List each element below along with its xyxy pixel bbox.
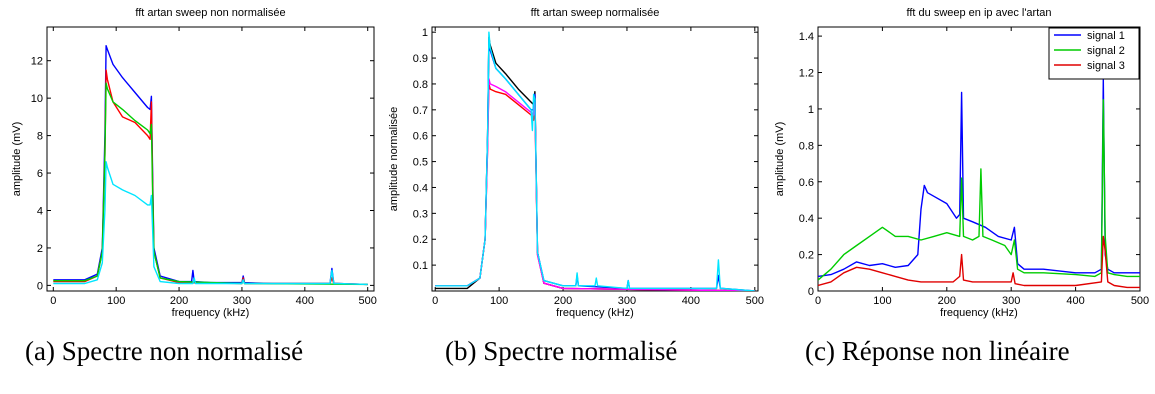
chart-b-ytick-label: 1 — [422, 27, 428, 39]
chart-c-xtick-label: 500 — [1131, 295, 1149, 307]
chart-a-ytick-label: 4 — [37, 205, 43, 217]
chart-b-ytick-label: 0.2 — [413, 234, 428, 246]
caption-b: (b) Spectre normalisé — [445, 336, 678, 366]
figure-panel-b: fft artan sweep normalisée 0 100 200 300 400 5… — [385, 0, 770, 394]
chart-a-ytick-label: 10 — [31, 93, 43, 105]
chart-c-ytick-label: 0 — [808, 286, 814, 298]
chart-b-ytick-label: 0.5 — [413, 157, 428, 169]
chart-c-ytick-label: 0.4 — [799, 213, 814, 225]
chart-b-ytick-label: 0.4 — [413, 182, 428, 194]
chart-b-ytick-label: 0.8 — [413, 79, 428, 91]
chart-b-title: fft artan sweep normalisée — [531, 7, 660, 19]
chart-a-xtick-label: 300 — [233, 295, 251, 307]
chart-a-ytick-label: 0 — [37, 280, 43, 292]
chart-c-title: fft du sweep en ip avec l'artan — [907, 7, 1052, 19]
chart-a-title: fft artan sweep non normalisée — [135, 7, 285, 19]
chart-a-xtick-label: 500 — [359, 295, 377, 307]
chart-a-xtick-label: 400 — [296, 295, 314, 307]
chart-b-xtick-label: 100 — [490, 295, 508, 307]
chart-c-xlabel: frequency (kHz) — [940, 307, 1018, 319]
chart-b-xlabel: frequency (kHz) — [556, 307, 634, 319]
chart-a-xlabel: frequency (kHz) — [172, 307, 250, 319]
chart-b-ytick-label: 0.1 — [413, 260, 428, 272]
chart-c-ytick-label: 1.2 — [799, 68, 814, 80]
chart-c-ytick-label: 1.4 — [799, 31, 814, 43]
caption-c: (c) Réponse non linéaire — [805, 336, 1070, 366]
chart-c-ytick-label: 0.8 — [799, 140, 814, 152]
chart-b-xtick-label: 200 — [554, 295, 572, 307]
chart-a-xtick-label: 100 — [107, 295, 125, 307]
figure-panel-a: fft artan sweep non normalisée 0 100 200 300… — [0, 0, 385, 394]
figure-panel-c: fft du sweep en ip avec l'artan 0 100 200 30… — [770, 0, 1155, 394]
chart-a-ytick-label: 12 — [31, 56, 43, 68]
chart-c-xtick-label: 300 — [1002, 295, 1020, 307]
chart-c-xtick-label: 200 — [938, 295, 956, 307]
chart-c-ylabel: amplitude (mV) — [774, 122, 786, 197]
chart-c-ytick-label: 1 — [808, 104, 814, 116]
chart-b-axes-box — [431, 26, 759, 292]
chart-a-ytick-label: 8 — [37, 131, 43, 143]
chart-c-xtick-label: 400 — [1066, 295, 1084, 307]
chart-a-ytick-label: 2 — [37, 243, 43, 255]
chart-c-xtick-label: 100 — [873, 295, 891, 307]
chart-a-axes-box — [46, 26, 375, 292]
chart-c-xtick-label: 0 — [815, 295, 821, 307]
chart-c-ytick-label: 0.2 — [799, 250, 814, 262]
chart-c-series-line-2 — [818, 99, 1140, 281]
chart-c-svg: fft du sweep en ip avec l'artan 0 100 200 30… — [774, 7, 1149, 319]
chart-a-ylabel: amplitude (mV) — [11, 122, 23, 197]
chart-a-ytick-label: 6 — [37, 168, 43, 180]
chart-b-svg: fft artan sweep normalisée 0 100 200 300 400 5… — [388, 7, 764, 319]
chart-c-legend — [1048, 27, 1140, 80]
chart-b-xtick-label: 500 — [746, 295, 764, 307]
chart-c-series-line-3 — [818, 235, 1140, 289]
chart-b-ylabel: amplitude normalisée — [388, 107, 400, 212]
chart-c-ytick-label: 0.6 — [799, 177, 814, 189]
chart-a-series-line-4 — [53, 161, 368, 286]
chart-c-legend-label: signal 2 — [1087, 45, 1125, 57]
caption-a: (a) Spectre non normalisé — [25, 336, 304, 366]
chart-a-xtick-label: 0 — [50, 295, 56, 307]
chart-b-xtick-label: 400 — [682, 295, 700, 307]
chart-b-xtick-label: 0 — [432, 295, 438, 307]
chart-b-series-line-5 — [435, 31, 755, 291]
chart-b-ytick-label: 0.7 — [413, 105, 428, 117]
chart-b-ytick-label: 0.3 — [413, 208, 428, 220]
chart-b-xtick-label: 300 — [618, 295, 636, 307]
chart-c-legend-label: signal 1 — [1087, 30, 1125, 42]
chart-c-legend-label: signal 3 — [1087, 60, 1125, 72]
chart-b-ytick-label: 0.6 — [413, 131, 428, 143]
chart-a-xtick-label: 200 — [170, 295, 188, 307]
chart-b-ytick-label: 0.9 — [413, 53, 428, 65]
